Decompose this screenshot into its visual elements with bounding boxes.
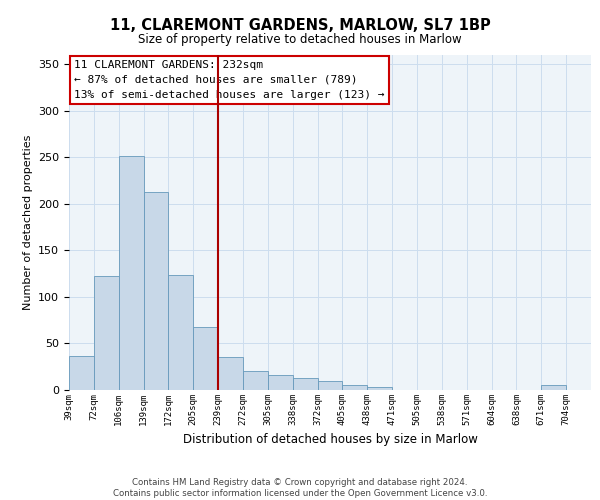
Bar [193,326,218,390]
Bar [218,358,243,390]
Text: 11, CLAREMONT GARDENS, MARLOW, SL7 1BP: 11, CLAREMONT GARDENS, MARLOW, SL7 1BP [110,18,490,32]
Text: Size of property relative to detached houses in Marlow: Size of property relative to detached ho… [138,32,462,46]
Y-axis label: Number of detached properties: Number of detached properties [23,135,32,310]
Bar [317,380,343,390]
Bar [143,192,169,390]
Bar [541,386,566,390]
Bar [119,156,143,390]
Bar [268,375,293,390]
Bar [69,356,94,390]
Bar [169,274,193,390]
Bar [343,386,367,390]
Bar [367,387,392,390]
Bar [293,378,317,390]
X-axis label: Distribution of detached houses by size in Marlow: Distribution of detached houses by size … [182,434,478,446]
Bar [243,372,268,390]
Text: Contains HM Land Registry data © Crown copyright and database right 2024.
Contai: Contains HM Land Registry data © Crown c… [113,478,487,498]
Bar [94,276,119,390]
Text: 11 CLAREMONT GARDENS: 232sqm
← 87% of detached houses are smaller (789)
13% of s: 11 CLAREMONT GARDENS: 232sqm ← 87% of de… [74,60,385,100]
